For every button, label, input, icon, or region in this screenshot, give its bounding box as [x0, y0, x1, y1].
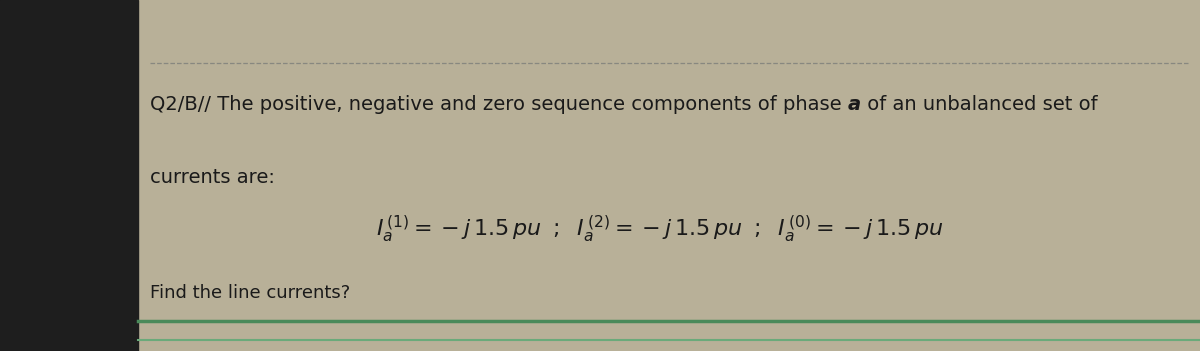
- Text: currents are:: currents are:: [150, 168, 275, 187]
- Text: Find the line currents?: Find the line currents?: [150, 284, 350, 302]
- Bar: [0, 0, 138, 351]
- Text: Q2/B// The positive, negative and zero sequence components of phase: Q2/B// The positive, negative and zero s…: [150, 95, 848, 114]
- Bar: [138, 0, 1200, 351]
- Text: $I_a^{\,(1)} = -j\,1.5\,pu$$\;\;;\;\;$$I_a^{\,(2)} = -j\,1.5\,pu$$\;\;;\;\;$$I_a: $I_a^{\,(1)} = -j\,1.5\,pu$$\;\;;\;\;$$I…: [376, 214, 944, 245]
- Text: of an unbalanced set of: of an unbalanced set of: [862, 95, 1098, 114]
- Text: a: a: [848, 95, 862, 114]
